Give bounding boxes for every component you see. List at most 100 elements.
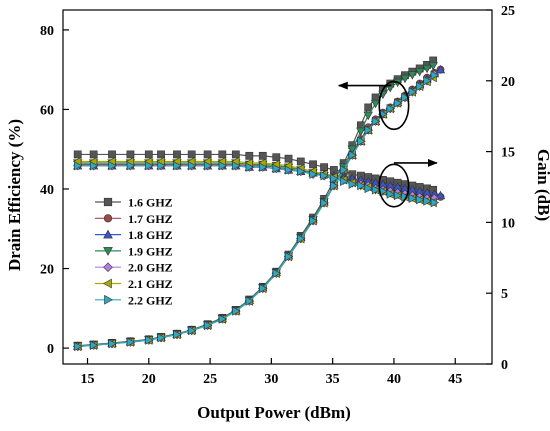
x-axis-title: Output Power (dBm) — [197, 403, 351, 422]
gain-point — [394, 190, 403, 201]
x-tick-label: 15 — [81, 372, 95, 387]
efficiency-point — [364, 125, 373, 135]
legend-marker — [103, 247, 113, 256]
annotation-layer — [337, 80, 438, 208]
gain-point — [173, 150, 181, 159]
gain-point — [245, 151, 254, 160]
efficiency-point — [394, 98, 403, 108]
gain-point — [259, 162, 268, 172]
axes-layer: 15 20 25 30 35 40 45 0 20 40 60 80 0 5 10 15 20 25 — [40, 4, 515, 387]
efficiency-point — [348, 150, 358, 160]
efficiency-point — [145, 335, 154, 345]
gain-point — [408, 193, 418, 203]
legend-item: 2.2 GHZ — [95, 293, 173, 307]
efficiency-point — [173, 329, 182, 340]
gain-point — [284, 165, 294, 175]
gain-point — [173, 161, 182, 171]
efficiency-point — [347, 145, 357, 154]
gain-point — [309, 160, 317, 169]
gain-point — [430, 197, 440, 208]
efficiency-point — [356, 127, 366, 137]
x-tick-label: 45 — [448, 372, 462, 387]
efficiency-point — [204, 320, 213, 331]
gain-point — [157, 161, 166, 171]
efficiency-point — [371, 116, 381, 127]
gain-point — [90, 161, 99, 171]
efficiency-point — [423, 76, 432, 86]
efficiency-point — [340, 165, 349, 175]
legend-marker — [103, 197, 113, 207]
efficiency-point — [330, 181, 339, 191]
gain-point — [309, 169, 318, 179]
efficiency-point — [435, 64, 446, 74]
gain-point — [258, 151, 267, 160]
gain-point — [203, 150, 212, 159]
gain-point — [204, 161, 213, 171]
y-right-tick-label: 15 — [501, 146, 515, 161]
efficiency-point — [232, 306, 241, 316]
efficiency-point — [357, 136, 366, 146]
legend-label: 2.2 GHZ — [128, 293, 173, 307]
gain-point — [157, 150, 165, 159]
x-tick-label: 40 — [387, 372, 401, 387]
y-left-tick-label: 60 — [40, 103, 54, 118]
x-tick-label: 30 — [264, 372, 278, 387]
efficiency-point — [309, 216, 318, 226]
efficiency-point — [157, 333, 166, 343]
legend-item: 1.9 GHZ — [95, 244, 173, 258]
x-tick-label: 20 — [142, 372, 156, 387]
efficiency-point — [386, 103, 396, 114]
gain-point — [73, 150, 82, 159]
y-left-tick-label: 0 — [47, 342, 54, 357]
efficiency-point — [108, 339, 117, 349]
gain-point — [340, 176, 349, 186]
y-axis-left-title: Drain Efficiency (%) — [5, 119, 24, 271]
efficiency-point — [364, 103, 373, 112]
gain-point — [320, 171, 329, 181]
gain-point — [126, 150, 135, 159]
gain-point — [245, 162, 255, 172]
legend-item: 2.1 GHZ — [95, 277, 173, 291]
gain-point — [416, 195, 425, 205]
efficiency-point — [407, 71, 417, 80]
gain-point — [89, 150, 98, 159]
x-tick-label: 25 — [203, 372, 217, 387]
efficiency-point — [245, 296, 255, 306]
gain-point — [231, 150, 240, 159]
efficiency-point — [320, 198, 329, 208]
legend-label: 1.9 GHZ — [128, 244, 173, 258]
legend-item: 1.8 GHZ — [95, 228, 173, 242]
efficiency-point — [74, 341, 83, 352]
legend-marker — [103, 229, 113, 239]
plot-area — [62, 9, 493, 365]
legend-item: 2.0 GHZ — [95, 261, 173, 275]
efficiency-point — [90, 340, 99, 350]
efficiency-point — [259, 283, 268, 294]
efficiency-point — [430, 70, 440, 80]
series-layer — [72, 56, 446, 352]
legend-label: 1.6 GHZ — [128, 196, 173, 210]
legend: 1.6 GHZ 1.7 GHZ 1.8 GHZ 1.9 GHZ 2.0 GHZ 2.1 G… — [95, 196, 173, 307]
gain-point — [357, 180, 366, 191]
gain-point — [284, 154, 293, 163]
gain-point — [272, 153, 281, 162]
y-left-tick-label: 80 — [40, 24, 54, 39]
gain-point — [435, 190, 446, 200]
gain-point — [371, 185, 381, 195]
legend-marker — [103, 214, 113, 223]
efficiency-point — [370, 99, 381, 109]
gain-point — [297, 166, 306, 177]
legend-item: 1.7 GHZ — [95, 212, 173, 226]
gain-point — [364, 183, 373, 194]
efficiency-point — [272, 268, 282, 278]
efficiency-point — [401, 92, 410, 103]
efficiency-point — [218, 314, 228, 324]
legend-marker — [103, 262, 113, 272]
gain-point — [272, 163, 282, 174]
legend-label: 1.8 GHZ — [128, 228, 173, 242]
gain-point — [187, 150, 196, 159]
efficiency-point — [363, 111, 373, 121]
gain-point — [330, 173, 339, 184]
y-right-tick-label: 0 — [501, 358, 508, 373]
